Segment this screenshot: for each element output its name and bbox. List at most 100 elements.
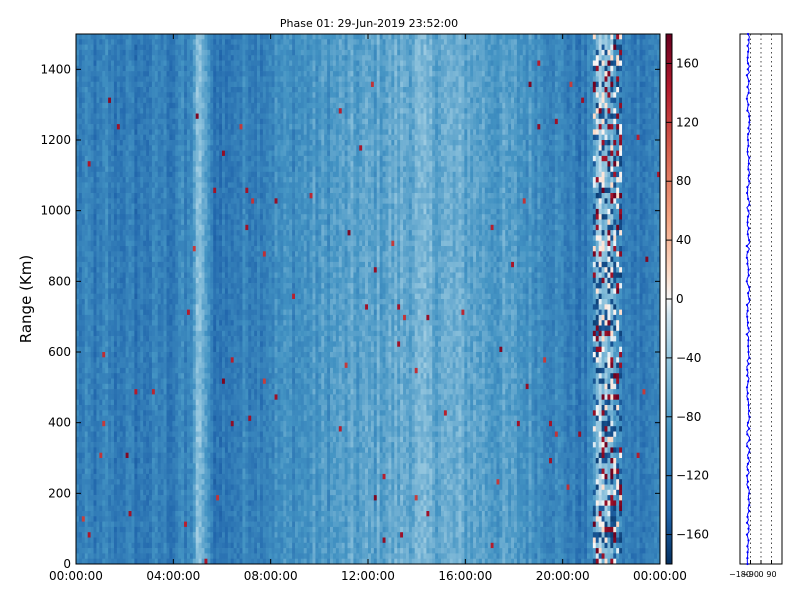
heatmap-cell [134,521,138,528]
heatmap-cell [172,65,176,72]
heatmap-cell [186,479,191,485]
heatmap-cell [102,246,106,252]
heatmap-cell [157,102,162,109]
heatmap-cell [113,97,118,104]
heatmap-cell [154,420,159,427]
heatmap-cell [149,293,153,300]
heatmap-cell [99,256,103,263]
heatmap-cell [198,34,202,40]
heatmap-cell [93,256,97,263]
heatmap-cell [137,60,141,67]
heatmap-cell [189,240,194,247]
heatmap-cell [216,171,220,178]
heatmap-cell [210,39,214,45]
heatmap-cell [213,203,217,210]
heatmap-cell [192,320,197,326]
heatmap-cell [125,526,129,533]
heatmap-cell [96,240,100,247]
heatmap-cell [87,452,91,459]
heatmap-cell [178,325,182,332]
heatmap-cell [166,65,170,72]
heatmap-cell [131,129,135,136]
heatmap-cell [90,272,94,279]
heatmap-cell [169,521,173,528]
heatmap-cell [119,150,124,157]
heatmap-cell [90,277,94,284]
heatmap-cell [108,537,112,544]
heatmap-cell [78,362,83,369]
heatmap-cell [195,336,199,342]
heatmap-cell [128,336,132,342]
heatmap-cell [116,436,121,443]
heatmap-cell [151,214,156,220]
heatmap-cell [96,76,100,83]
heatmap-cell [210,166,214,173]
heatmap-cell [210,145,214,151]
heatmap-cell [140,378,144,385]
heatmap-cell [119,288,124,295]
heatmap-cell [78,304,83,310]
heatmap-cell [108,224,112,231]
heatmap-cell [166,532,170,538]
heatmap-cell [81,473,86,480]
heatmap-cell [119,267,124,273]
heatmap-cell [87,113,91,120]
heatmap-cell [113,468,118,475]
heatmap-cell [181,193,185,199]
heatmap-cell [192,240,197,247]
heatmap-cell [105,320,109,326]
heatmap-cell [125,511,129,517]
heatmap-cell [195,145,199,151]
heatmap-cell [76,39,80,45]
heatmap-cell [204,198,208,204]
heatmap-cell [160,251,164,257]
heatmap-cell [105,34,109,40]
heatmap-cell [81,55,86,61]
heatmap-cell [181,150,185,157]
heatmap-cell [125,34,129,40]
heatmap-cell [154,293,159,300]
heatmap-cell [113,283,118,289]
heatmap-cell [146,65,150,72]
heatmap-cell [154,346,159,353]
heatmap-cell [178,76,182,83]
heatmap-cell [137,246,141,252]
heatmap-cell [201,431,205,438]
heatmap-cell [204,87,208,93]
heatmap-cell [192,87,197,93]
heatmap-cell [81,352,86,358]
heatmap-cell [99,415,103,422]
heatmap-cell [128,431,132,438]
heatmap-cell [116,405,121,411]
heatmap-cell [78,113,83,120]
heatmap-cell [119,113,124,120]
heatmap-cell [169,542,173,549]
heatmap-cell [113,145,118,151]
heatmap-cell [96,113,100,120]
heatmap-cell [140,479,144,485]
heatmap-cell [198,246,202,252]
heatmap-cell [119,357,124,363]
heatmap-cell [131,320,135,326]
heatmap-cell [178,261,182,268]
heatmap-cell [166,272,170,279]
heatmap-cell [96,330,100,337]
heatmap-cell [78,235,83,242]
heatmap-cell [99,49,103,56]
heatmap-cell [116,224,121,231]
heatmap-cell [108,373,112,379]
heatmap-cell [76,203,80,210]
heatmap-cell [181,283,185,289]
heatmap-cell [78,399,83,406]
heatmap-cell [169,240,173,247]
heatmap-cell [157,495,162,501]
heatmap-cell [172,193,176,199]
heatmap-cell [119,468,124,475]
heatmap-cell [76,124,80,130]
heatmap-cell [143,230,147,236]
heatmap-cell [195,505,199,512]
heatmap-cell [108,49,112,56]
heatmap-cell [128,458,132,464]
heatmap-cell [131,521,135,528]
heatmap-cell [137,129,141,136]
